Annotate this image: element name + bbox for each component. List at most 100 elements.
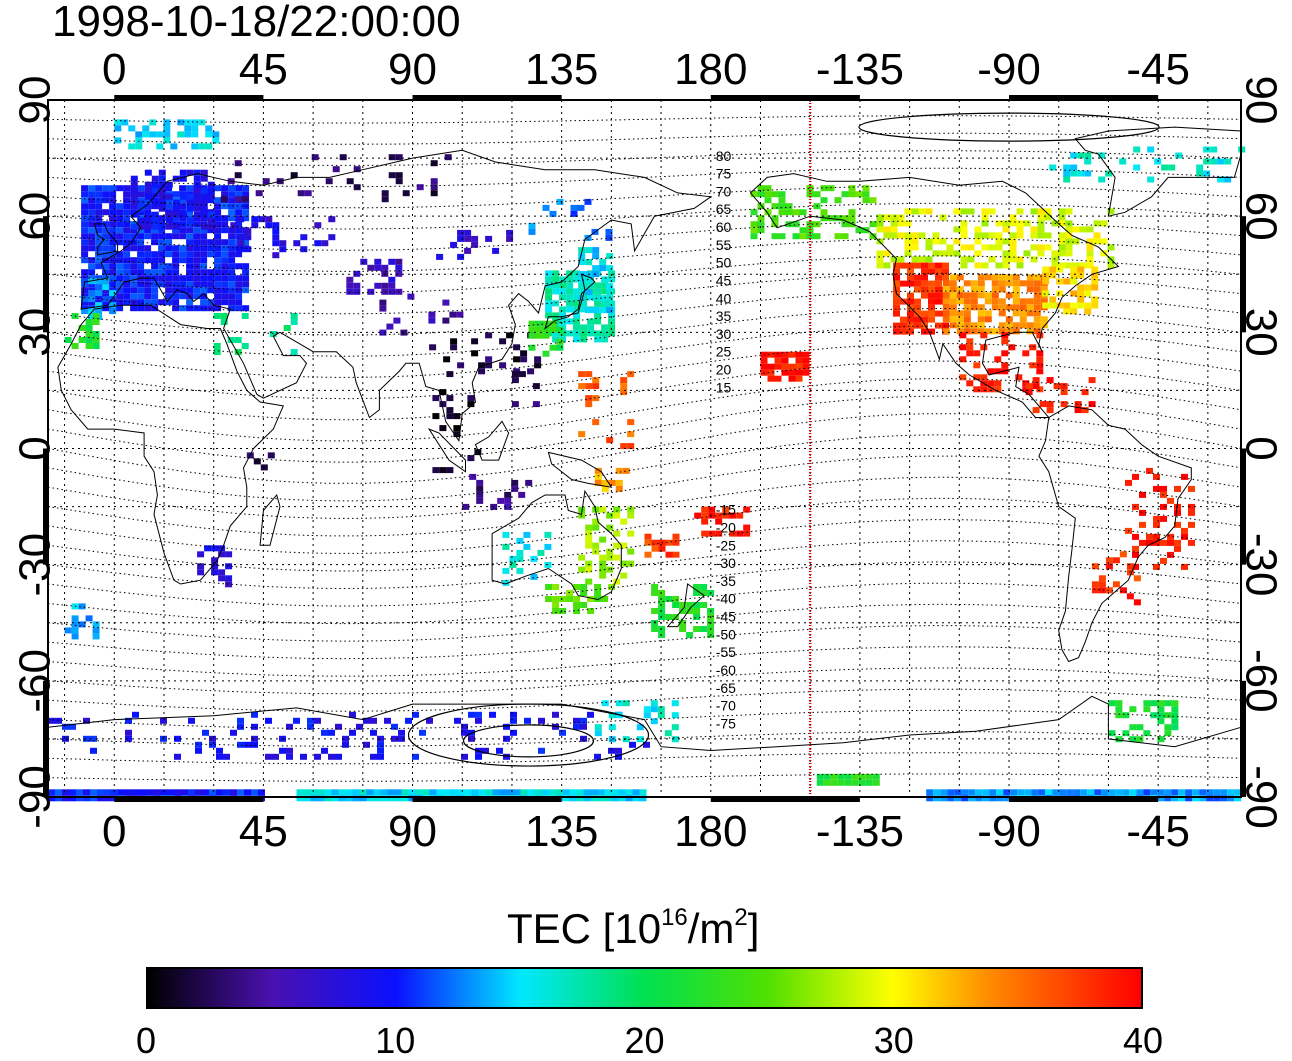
tec-cell	[1009, 220, 1017, 227]
tec-cell	[453, 425, 461, 432]
tec-cell	[942, 322, 949, 329]
tec-cell	[585, 259, 593, 266]
tec-cell	[123, 191, 131, 198]
tec-cell	[883, 226, 891, 233]
tec-cell	[781, 369, 789, 376]
tec-cell	[165, 203, 173, 210]
tec-cell	[123, 287, 131, 294]
tec-cell	[221, 191, 229, 198]
tec-cell	[855, 227, 863, 234]
tec-cell	[578, 554, 586, 561]
tec-cell	[88, 233, 96, 240]
tec-cell	[449, 311, 457, 318]
tec-cell	[179, 203, 187, 210]
tec-cell	[193, 251, 201, 258]
tec-cell	[806, 227, 814, 234]
tec-cell	[1002, 250, 1010, 257]
tec-cell	[476, 485, 484, 492]
tec-cell	[883, 250, 891, 257]
tec-cell	[235, 287, 243, 294]
tec-cell	[650, 718, 658, 725]
tec-cell	[81, 287, 89, 294]
tec-cell	[757, 215, 765, 222]
tec-cell	[116, 209, 124, 216]
tec-cell	[578, 295, 586, 302]
tec-cell	[966, 344, 974, 351]
tec-cell	[499, 338, 507, 345]
tec-cell	[200, 193, 208, 200]
maglat-contour-label: -35	[716, 573, 736, 589]
tec-cell	[76, 789, 83, 796]
tec-cell	[1088, 377, 1096, 384]
bottom-lon-label: 90	[388, 807, 437, 856]
tec-cell	[942, 274, 949, 281]
tec-cell	[552, 300, 560, 307]
tec-cell	[1030, 208, 1038, 215]
tec-cell	[890, 226, 898, 233]
tec-cell	[795, 375, 803, 382]
tec-cell	[85, 343, 93, 349]
tec-cell	[123, 215, 131, 222]
tec-cell	[890, 220, 898, 227]
tec-cell	[1001, 350, 1009, 357]
tec-cell	[869, 197, 877, 204]
frame-tick-top	[710, 95, 860, 100]
tec-cell	[130, 275, 138, 282]
tec-cell	[1074, 407, 1082, 414]
tec-cell	[897, 220, 905, 227]
tec-cell	[228, 197, 236, 204]
tec-cell	[165, 197, 173, 204]
tec-cell	[914, 274, 921, 281]
tec-cell	[174, 735, 181, 742]
tec-cell	[1157, 795, 1165, 802]
tec-cell	[116, 299, 124, 306]
tec-cell	[949, 316, 957, 323]
tec-cell	[398, 729, 405, 736]
tec-cell	[1033, 322, 1041, 329]
tec-cell	[858, 779, 866, 786]
tec-cell	[144, 281, 152, 288]
tec-cell	[573, 318, 581, 325]
tec-cell	[109, 257, 117, 264]
tec-cell	[167, 789, 174, 796]
tec-cell	[914, 280, 921, 287]
tec-cell	[296, 789, 304, 796]
tec-cell	[393, 317, 401, 324]
tec-cell	[184, 119, 192, 126]
tec-cell	[471, 241, 479, 248]
tec-cell	[123, 251, 131, 258]
maglat-contour	[47, 455, 1242, 519]
tec-cell	[552, 602, 560, 608]
tec-cell	[92, 633, 100, 640]
tec-cell	[388, 258, 396, 265]
tec-cell	[1042, 272, 1050, 279]
maglat-contour-label: -40	[716, 591, 736, 607]
tec-cell	[559, 729, 566, 736]
tec-cell	[1026, 298, 1034, 305]
tec-cell	[426, 717, 433, 724]
tec-cell	[186, 257, 194, 264]
tec-cell	[954, 795, 962, 802]
tec-cell	[767, 363, 775, 370]
tec-cell	[781, 357, 789, 364]
tec-cell	[1132, 473, 1139, 480]
tec-cell	[394, 789, 402, 796]
tec-cell	[436, 253, 444, 260]
maglat-contour	[47, 434, 1242, 502]
tec-cell	[643, 741, 650, 748]
tec-cell	[290, 313, 298, 319]
tec-cell	[502, 567, 510, 574]
tec-cell	[200, 233, 208, 240]
tec-cell	[92, 319, 100, 325]
tec-cell	[1213, 795, 1221, 802]
tec-cell	[991, 304, 999, 311]
tec-cell	[331, 795, 339, 802]
tec-cell	[1168, 164, 1176, 171]
tec-cell	[947, 789, 955, 796]
tec-cell	[485, 332, 493, 339]
tec-cell	[193, 205, 201, 212]
tec-cell	[592, 542, 600, 549]
maglat-contour	[47, 185, 1242, 209]
frame-tick-bottom	[1009, 797, 1159, 802]
tec-cell	[1087, 789, 1095, 796]
